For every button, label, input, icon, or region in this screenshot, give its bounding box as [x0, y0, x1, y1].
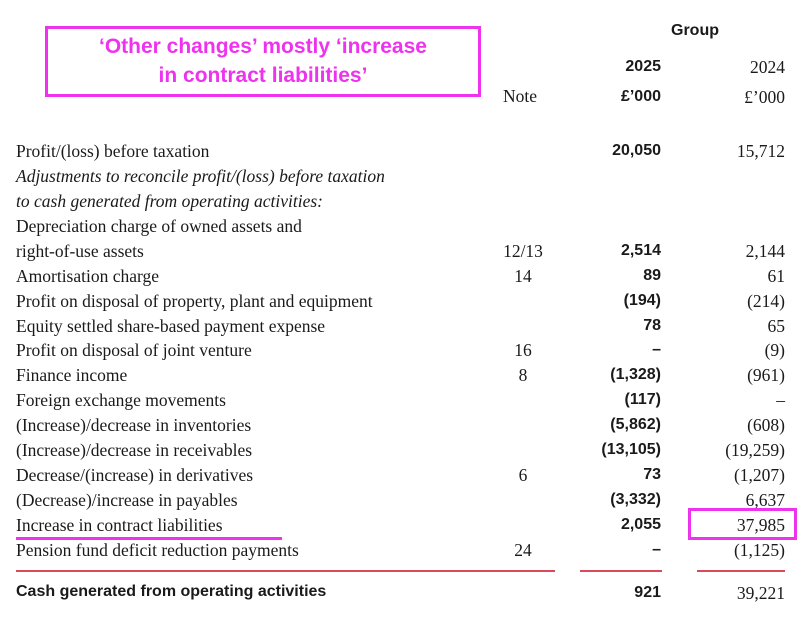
row-value-2025: 2,055: [620, 516, 661, 533]
row-value-2025: (13,105): [601, 441, 661, 458]
row-label: Equity settled share-based payment expen…: [16, 316, 326, 336]
row-label: (Decrease)/increase in payables: [16, 490, 238, 510]
row-note: 24: [514, 540, 532, 560]
row-value-2025: (5,862): [610, 416, 661, 433]
row-value-2025: 2,514: [620, 242, 661, 259]
row-label: Pension fund deficit reduction payments: [16, 540, 299, 560]
table-row: right-of-use assets 12/13 2,514 2,144: [0, 241, 811, 266]
row-label: Profit on disposal of property, plant an…: [16, 291, 373, 311]
row-note: 14: [514, 266, 532, 286]
row-value-2024: 37,985: [736, 515, 785, 535]
row-value-2025: 73: [643, 466, 661, 483]
row-label: (Increase)/decrease in inventories: [16, 415, 252, 435]
table-row: (Increase)/decrease in inventories (5,86…: [0, 415, 811, 440]
total-row: Cash generated from operating activities…: [0, 583, 811, 608]
unit-2024-header: £’000: [744, 87, 785, 107]
row-value-2024: (214): [747, 291, 785, 311]
table-row: Depreciation charge of owned assets and: [0, 216, 811, 241]
row-value-2025: (194): [623, 292, 661, 309]
row-label: Profit on disposal of joint venture: [16, 340, 252, 360]
table-row: (Decrease)/increase in payables (3,332) …: [0, 490, 811, 515]
note-header: Note: [503, 86, 538, 106]
year-2024-header: 2024: [750, 57, 785, 77]
callout-line-2: in contract liabilities’: [158, 64, 368, 87]
row-label: Decrease/(increase) in derivatives: [16, 465, 254, 485]
row-label: Foreign exchange movements: [16, 390, 226, 410]
row-note: 16: [514, 340, 532, 360]
row-label: to cash generated from operating activit…: [16, 191, 324, 211]
row-value-2025: 78: [643, 317, 661, 334]
row-value-2025: –: [652, 341, 661, 358]
table-row: Amortisation charge 14 89 61: [0, 266, 811, 291]
row-value-2024: 2,144: [745, 241, 785, 261]
row-label: Increase in contract liabilities: [16, 515, 223, 535]
group-header: Group: [671, 22, 719, 39]
row-value-2025: 20,050: [612, 142, 661, 159]
row-label: (Increase)/decrease in receivables: [16, 440, 253, 460]
table-row: Profit on disposal of joint venture 16 –…: [0, 340, 811, 365]
unit-2025-header: £’000: [620, 88, 661, 105]
row-note: 8: [518, 365, 528, 385]
row-value-2025: –: [652, 541, 661, 558]
row-value-2025: 89: [643, 267, 661, 284]
row-value-2024: 15,712: [736, 141, 785, 161]
row-value-2025: (117): [624, 391, 661, 408]
row-value-2024: (608): [747, 415, 785, 435]
table-row: Profit/(loss) before taxation 20,050 15,…: [0, 141, 811, 166]
callout-line-1: ‘Other changes’ mostly ‘increase: [99, 35, 427, 58]
row-label: Profit/(loss) before taxation: [16, 141, 210, 161]
row-label: Adjustments to reconcile profit/(loss) b…: [16, 166, 385, 186]
divider-rule: [697, 570, 785, 572]
row-note: 12/13: [503, 241, 543, 261]
row-value-2024: (1,125): [733, 540, 785, 560]
row-value-2024: 6,637: [745, 490, 785, 510]
table-row: Pension fund deficit reduction payments …: [0, 540, 811, 565]
row-value-2024: (9): [764, 340, 785, 360]
row-value-2024: (961): [747, 365, 785, 385]
table-row: Finance income 8 (1,328) (961): [0, 365, 811, 390]
highlight-box: [688, 508, 797, 540]
row-value-2024: 61: [767, 266, 786, 286]
row-value-2024: (1,207): [733, 465, 785, 485]
table-row: Profit on disposal of property, plant an…: [0, 291, 811, 316]
row-value-2024: 65: [767, 316, 786, 336]
table-row: (Increase)/decrease in receivables (13,1…: [0, 440, 811, 465]
divider-rule: [16, 570, 555, 572]
total-value-2025: 921: [634, 584, 661, 601]
table-row: Decrease/(increase) in derivatives 6 73 …: [0, 465, 811, 490]
total-value-2024: 39,221: [736, 583, 785, 603]
divider-rule: [580, 570, 662, 572]
row-note: 6: [518, 465, 528, 485]
row-label: Finance income: [16, 365, 128, 385]
row-value-2024: (19,259): [725, 440, 785, 460]
table-row: Foreign exchange movements (117) –: [0, 390, 811, 415]
table-row: Increase in contract liabilities 2,055 3…: [0, 515, 811, 540]
table-row: Equity settled share-based payment expen…: [0, 316, 811, 341]
row-value-2025: (3,332): [610, 491, 661, 508]
row-label: Amortisation charge: [16, 266, 160, 286]
table-row: to cash generated from operating activit…: [0, 191, 811, 216]
row-label: right-of-use assets: [16, 241, 144, 261]
row-value-2024: –: [776, 390, 785, 410]
row-value-2025: (1,328): [610, 366, 661, 383]
highlight-underline: [16, 537, 282, 540]
total-label: Cash generated from operating activities: [16, 583, 327, 600]
table-row: Adjustments to reconcile profit/(loss) b…: [0, 166, 811, 191]
callout-box: ‘Other changes’ mostly ‘increase in cont…: [45, 26, 481, 97]
row-label: Depreciation charge of owned assets and: [16, 216, 302, 236]
year-2025-header: 2025: [625, 58, 661, 75]
